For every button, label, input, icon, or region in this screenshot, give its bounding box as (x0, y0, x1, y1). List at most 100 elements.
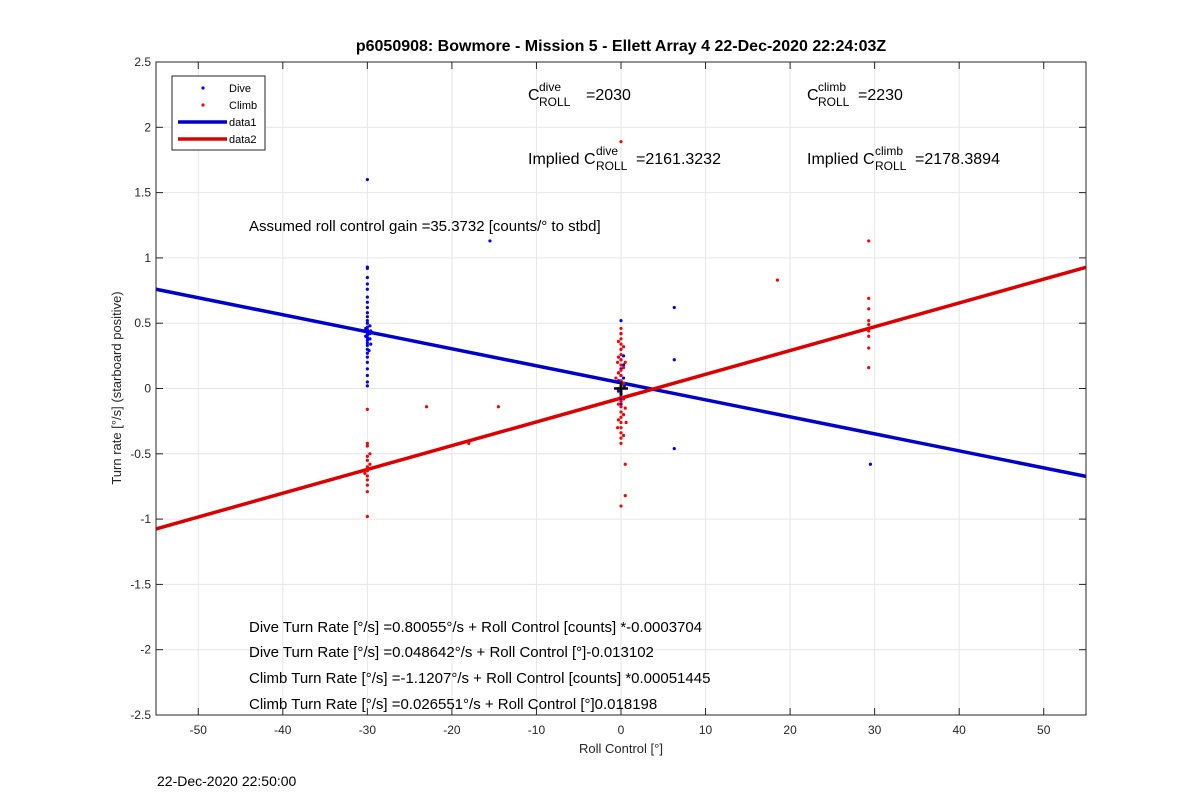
data-point-climb (775, 278, 780, 282)
x-tick-label: 40 (953, 723, 967, 737)
y-tick-label: 2 (144, 120, 151, 134)
data-point-climb (616, 418, 621, 422)
y-tick-label: -1.5 (130, 577, 151, 591)
data-point-climb (619, 394, 623, 398)
data-point-climb (365, 454, 369, 459)
data-point-climb (867, 329, 871, 333)
data-point-climb (621, 366, 626, 370)
data-point-climb (619, 358, 623, 362)
y-tick-label: 0.5 (134, 316, 151, 330)
data-point-climb (365, 444, 369, 448)
data-point-climb (616, 355, 621, 359)
x-tick-label: 10 (699, 723, 713, 737)
x-tick-label: 0 (618, 723, 625, 737)
implied-dive-annotation: Implied C dive ROLL =2161.3232 (528, 144, 721, 173)
data-point-climb (867, 346, 871, 350)
data-point-climb (867, 318, 871, 323)
gain-annotation: Assumed roll control gain =35.3732 [coun… (249, 218, 601, 235)
data-point-climb (614, 376, 618, 380)
y-tick-label: 2.5 (134, 55, 151, 69)
implied-climb-sup: climb (875, 144, 903, 158)
legend-climb-label: Climb (229, 100, 257, 112)
data-point-dive (616, 379, 621, 383)
data-point-climb (619, 347, 623, 351)
data-point-climb (619, 379, 623, 383)
data-point-dive (364, 326, 368, 331)
c-roll-dive-main: C (528, 87, 540, 104)
data-point-climb (623, 462, 627, 466)
data-point-dive (621, 354, 626, 358)
c-roll-dive-value: =2030 (586, 87, 631, 104)
data-point-climb (619, 337, 623, 341)
legend: Dive Climb data1 data2 (171, 75, 266, 151)
data-point-climb (619, 363, 623, 367)
data-point-dive (622, 384, 626, 388)
legend-dive-marker (201, 86, 205, 90)
y-tick-label: -2 (140, 643, 151, 657)
data-point-dive (672, 305, 676, 310)
data-point-dive (365, 338, 369, 342)
data-point-climb (619, 326, 623, 331)
data-point-dive (365, 384, 369, 388)
data-point-dive (365, 282, 369, 286)
data-point-dive (365, 355, 369, 359)
data-point-dive (369, 329, 373, 333)
data-point-climb (619, 431, 623, 435)
data-point-climb (867, 307, 871, 311)
data-point-climb (619, 415, 623, 419)
data-point-dive (672, 446, 676, 451)
data-point-climb (363, 471, 367, 475)
c-roll-dive-sub: ROLL (539, 95, 571, 109)
data-point-dive (365, 275, 369, 280)
c-roll-dive-sup: dive (539, 80, 561, 94)
data-point-climb (621, 381, 626, 385)
data-point-dive (365, 305, 369, 310)
implied-climb-annotation: Implied C climb ROLL =2178.3894 (807, 144, 1000, 173)
x-tick-label: 30 (868, 723, 882, 737)
data-point-climb (619, 342, 623, 346)
x-tick-label: 50 (1037, 723, 1051, 737)
data-point-climb (616, 402, 621, 406)
data-point-dive (619, 397, 623, 401)
data-point-climb (619, 426, 623, 430)
data-point-dive (365, 318, 369, 323)
legend-climb-marker (201, 103, 205, 107)
data-point-climb (365, 474, 369, 478)
c-roll-climb-sub: ROLL (818, 95, 850, 109)
data-point-dive (367, 349, 371, 353)
data-point-dive (365, 367, 369, 371)
data-point-climb (619, 420, 623, 425)
c-roll-climb-value: =2230 (858, 87, 903, 104)
data-point-climb (616, 397, 620, 401)
data-point-dive (672, 358, 676, 362)
y-tick-label: -0.5 (130, 447, 151, 461)
data-point-dive (365, 321, 369, 325)
data-point-climb (621, 345, 626, 349)
data-point-dive (868, 462, 873, 466)
data-point-dive (365, 315, 369, 319)
data-point-climb (867, 334, 871, 338)
data-point-climb (365, 490, 369, 494)
y-axis-label: Turn rate [°/s] (starboard positive) (109, 291, 124, 484)
data-point-climb (867, 366, 871, 370)
data-point-dive (616, 389, 621, 393)
data-point-dive (619, 402, 623, 406)
data-point-climb (619, 373, 623, 378)
data-point-climb (619, 441, 623, 445)
data-point-dive (365, 373, 369, 378)
data-point-dive (365, 295, 369, 299)
implied-dive-value: =2161.3232 (636, 151, 721, 168)
c-roll-climb-annotation: C climb ROLL =2230 (807, 80, 903, 109)
data-point-climb (624, 420, 628, 425)
implied-climb-sub: ROLL (875, 159, 907, 173)
data-point-climb (619, 399, 623, 404)
x-tick-label: -40 (274, 723, 292, 737)
y-tick-label: 1.5 (134, 186, 151, 200)
data-point-climb (619, 405, 623, 409)
data-point-climb (616, 371, 621, 375)
data-point-climb (621, 433, 626, 438)
data-point-climb (619, 368, 623, 372)
data-point-climb (619, 352, 623, 357)
data-point-climb (365, 458, 369, 462)
data-point-climb (623, 493, 627, 498)
